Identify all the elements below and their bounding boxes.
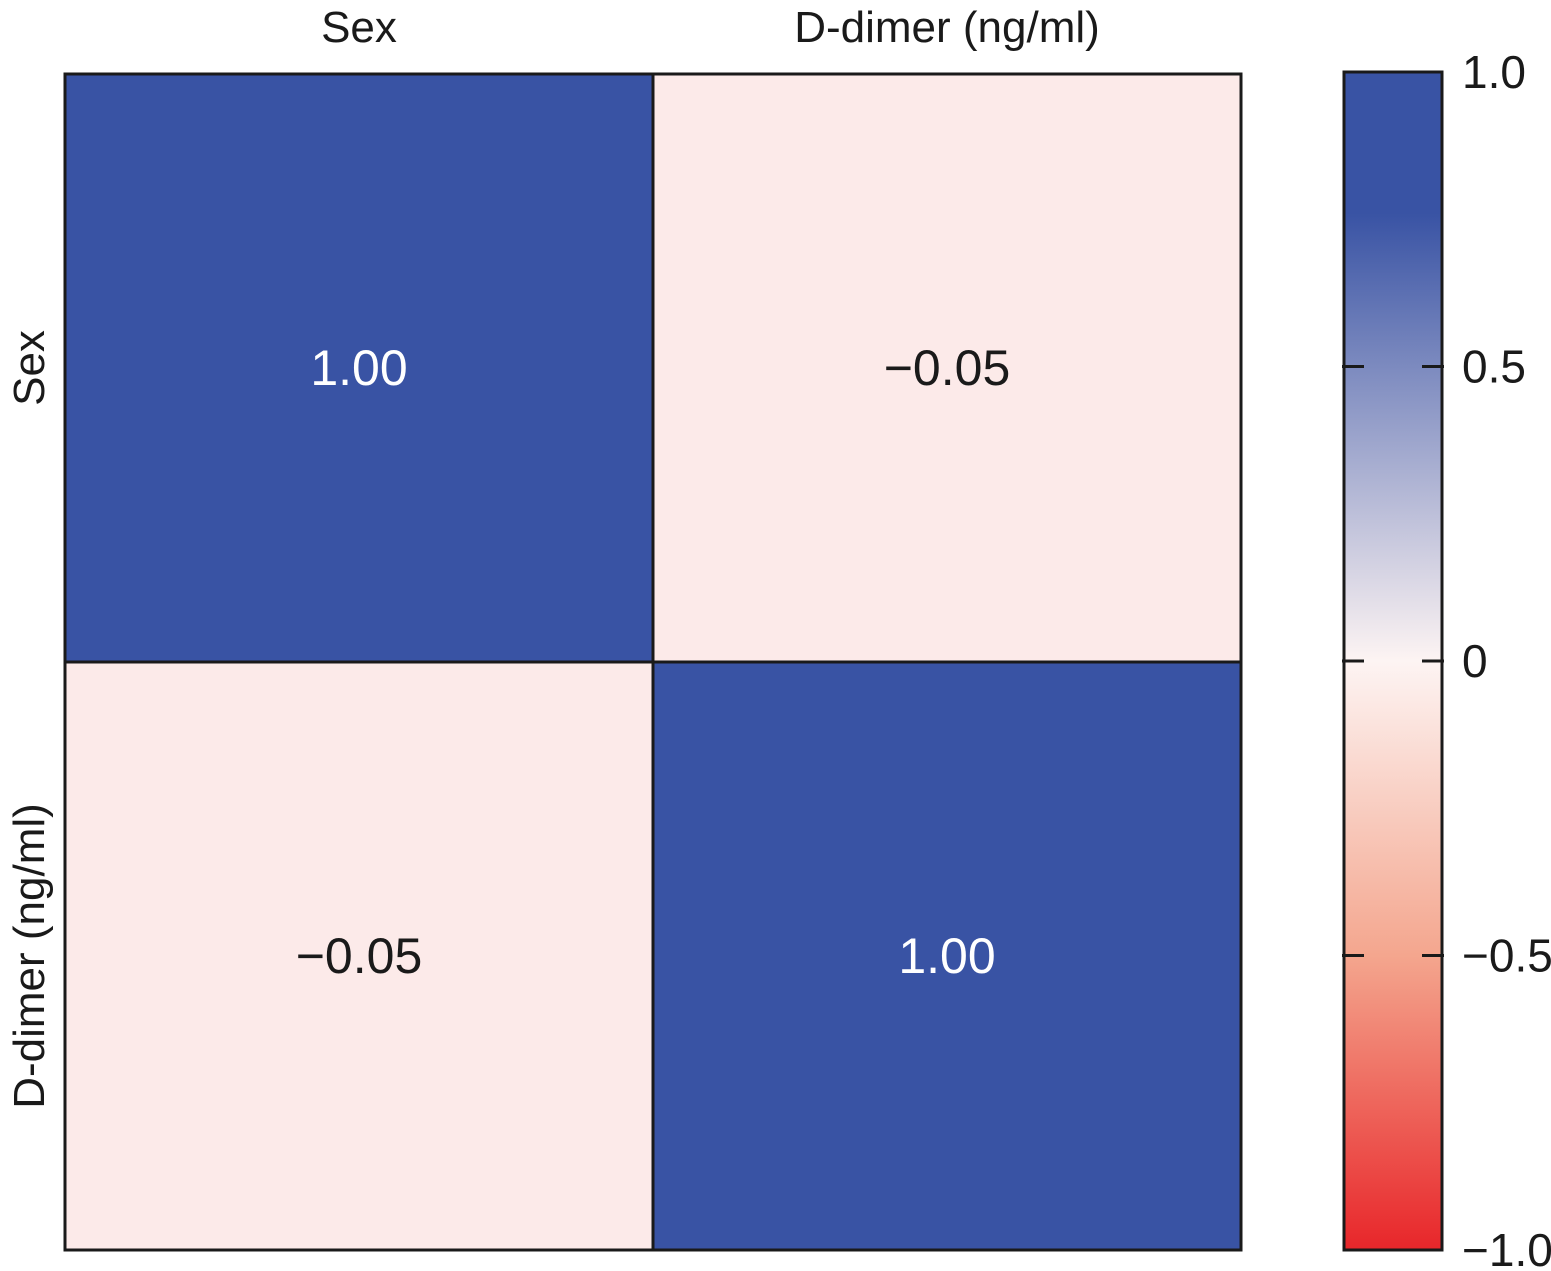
column-label-0: Sex bbox=[321, 3, 397, 52]
row-labels: Sex D-dimer (ng/ml) bbox=[5, 330, 54, 1109]
colorbar-tick-label-4: −1.0 bbox=[1462, 1224, 1551, 1271]
heatmap-cells: 1.00 −0.05 −0.05 1.00 bbox=[63, 72, 1243, 1252]
colorbar-tick-label-2: 0 bbox=[1462, 635, 1488, 687]
heatmap-cell-0-0 bbox=[63, 72, 655, 664]
colorbar-tick-label-1: 0.5 bbox=[1462, 341, 1526, 393]
cell-value-0-1: −0.05 bbox=[884, 340, 1011, 396]
row-label-1: D-dimer (ng/ml) bbox=[5, 803, 54, 1109]
colorbar-tick-label-0: 1.0 bbox=[1462, 46, 1526, 98]
column-labels: Sex D-dimer (ng/ml) bbox=[321, 3, 1100, 52]
cell-value-0-0: 1.00 bbox=[310, 340, 407, 396]
heatmap-cell-0-1 bbox=[651, 72, 1243, 664]
heatmap-cell-1-0 bbox=[63, 660, 655, 1252]
cell-value-1-1: 1.00 bbox=[898, 928, 995, 984]
heatmap-cell-1-1 bbox=[651, 660, 1243, 1252]
column-label-1: D-dimer (ng/ml) bbox=[794, 3, 1100, 52]
cell-value-1-0: −0.05 bbox=[296, 928, 423, 984]
colorbar-tick-label-3: −0.5 bbox=[1462, 930, 1551, 982]
row-label-0: Sex bbox=[5, 330, 54, 406]
colorbar-ticks: 1.0 0.5 0 −0.5 −1.0 bbox=[1342, 46, 1551, 1271]
colorbar: 1.0 0.5 0 −0.5 −1.0 bbox=[1342, 46, 1551, 1271]
